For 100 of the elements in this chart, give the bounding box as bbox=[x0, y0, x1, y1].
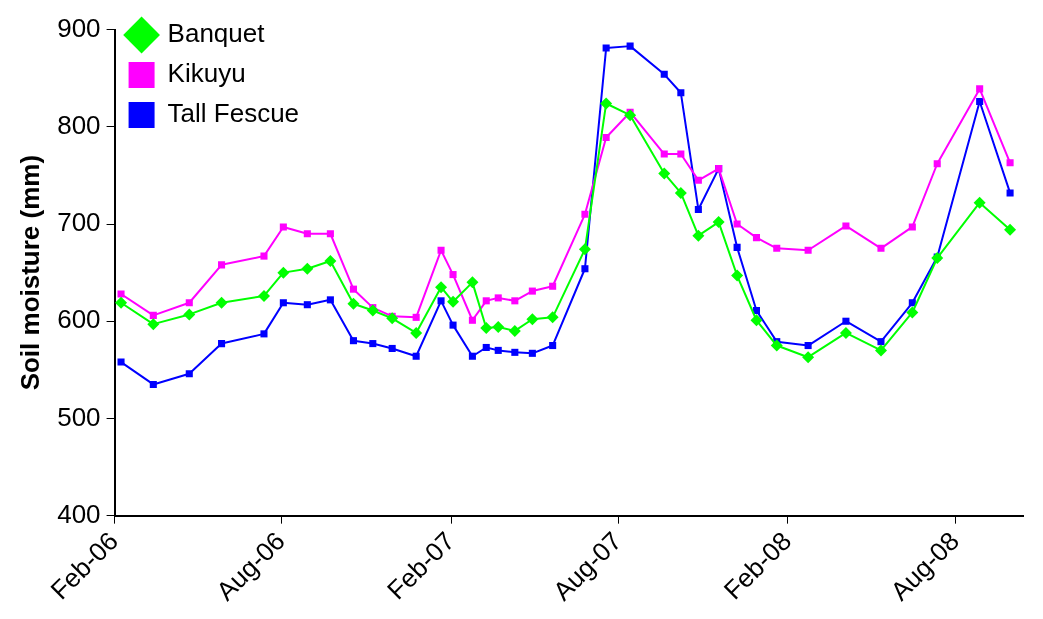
point bbox=[326, 296, 334, 304]
point bbox=[183, 308, 196, 321]
point bbox=[117, 358, 125, 366]
point bbox=[660, 150, 668, 158]
point bbox=[366, 304, 379, 317]
point bbox=[115, 296, 128, 309]
point bbox=[752, 234, 760, 242]
y-tick-label: 800 bbox=[57, 109, 101, 140]
point bbox=[674, 186, 687, 199]
point bbox=[677, 89, 685, 97]
y-axis-title: Soil moisture (mm) bbox=[14, 154, 45, 391]
legend-label: Kikuyu bbox=[167, 58, 246, 89]
point bbox=[437, 297, 445, 305]
point bbox=[324, 254, 337, 267]
point bbox=[218, 261, 226, 269]
point bbox=[750, 314, 763, 327]
point bbox=[877, 338, 885, 346]
point bbox=[976, 85, 984, 93]
y-tick-label: 900 bbox=[57, 12, 101, 43]
point bbox=[388, 344, 396, 352]
legend-label: Tall Fescue bbox=[167, 98, 300, 129]
point bbox=[303, 301, 311, 309]
point bbox=[1006, 159, 1014, 167]
point bbox=[877, 244, 885, 252]
point bbox=[468, 316, 476, 324]
point bbox=[149, 380, 157, 388]
point bbox=[449, 321, 457, 329]
point bbox=[976, 98, 984, 106]
point bbox=[349, 337, 357, 345]
point bbox=[546, 311, 559, 324]
point bbox=[804, 246, 812, 254]
point bbox=[773, 244, 781, 252]
point bbox=[733, 243, 741, 251]
point bbox=[578, 243, 591, 256]
point bbox=[842, 222, 850, 230]
point bbox=[447, 295, 460, 308]
point bbox=[260, 252, 268, 260]
point bbox=[624, 109, 637, 122]
point bbox=[410, 326, 423, 339]
point bbox=[933, 160, 941, 168]
point bbox=[480, 322, 493, 335]
point bbox=[218, 340, 226, 348]
point bbox=[602, 44, 610, 52]
point bbox=[549, 342, 557, 350]
point bbox=[802, 351, 815, 364]
point bbox=[692, 229, 705, 242]
point bbox=[908, 299, 916, 307]
point bbox=[694, 205, 702, 213]
point bbox=[1004, 223, 1017, 236]
y-tick-label: 600 bbox=[57, 304, 101, 335]
point bbox=[600, 97, 613, 110]
point bbox=[712, 216, 725, 229]
point bbox=[185, 299, 193, 307]
point bbox=[733, 220, 741, 228]
point bbox=[260, 330, 268, 338]
point bbox=[482, 297, 490, 305]
point bbox=[301, 262, 314, 275]
point bbox=[185, 370, 193, 378]
point bbox=[752, 307, 760, 315]
point bbox=[602, 133, 610, 142]
point bbox=[874, 344, 887, 357]
point bbox=[466, 276, 479, 289]
point bbox=[839, 326, 852, 339]
point bbox=[494, 294, 502, 302]
point bbox=[973, 196, 986, 209]
point bbox=[677, 150, 685, 158]
point bbox=[731, 269, 744, 282]
point bbox=[508, 324, 521, 337]
point bbox=[437, 246, 445, 254]
point bbox=[482, 343, 490, 352]
point bbox=[149, 311, 157, 319]
point bbox=[581, 210, 589, 218]
point bbox=[215, 296, 228, 309]
point bbox=[412, 352, 420, 360]
legend-label: Banquet bbox=[167, 18, 266, 49]
point bbox=[511, 348, 519, 356]
point bbox=[658, 167, 671, 180]
point bbox=[526, 313, 539, 326]
point bbox=[694, 176, 702, 184]
point bbox=[468, 352, 476, 360]
y-tick-label: 500 bbox=[57, 401, 101, 432]
point bbox=[303, 230, 311, 238]
point bbox=[449, 271, 457, 279]
point bbox=[349, 285, 357, 293]
point bbox=[279, 223, 287, 231]
point bbox=[326, 230, 334, 238]
point bbox=[386, 312, 399, 325]
y-tick-label: 400 bbox=[57, 498, 101, 529]
point bbox=[494, 346, 502, 354]
point bbox=[804, 342, 812, 350]
point bbox=[492, 321, 505, 334]
point bbox=[906, 306, 919, 319]
point bbox=[279, 299, 287, 307]
point bbox=[931, 252, 944, 265]
point bbox=[412, 313, 420, 321]
point bbox=[257, 289, 270, 302]
point bbox=[1006, 189, 1014, 197]
point bbox=[908, 223, 916, 231]
point bbox=[660, 70, 668, 78]
point bbox=[770, 339, 783, 352]
